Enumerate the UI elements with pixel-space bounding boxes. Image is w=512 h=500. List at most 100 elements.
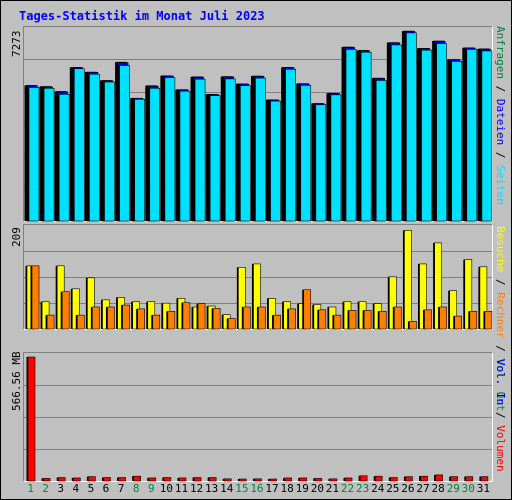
x-tick-label: 11 bbox=[174, 482, 189, 495]
bar-rechner-day3 bbox=[61, 291, 70, 330]
x-tick-label: 7 bbox=[117, 482, 125, 495]
x-tick-label: 17 bbox=[265, 482, 279, 495]
bar-volume-day19 bbox=[299, 477, 308, 482]
bar-seiten-day25 bbox=[391, 44, 402, 222]
bar-volume-day16 bbox=[254, 478, 262, 482]
legend-entry: Seiten bbox=[494, 165, 507, 205]
bar-volume-day30 bbox=[465, 476, 474, 482]
x-tick-label: 13 bbox=[205, 482, 219, 495]
x-tick-label: 18 bbox=[280, 482, 294, 495]
bar-seiten-day23 bbox=[360, 51, 372, 222]
bar-besuche-day16 bbox=[253, 263, 261, 330]
volume-chart bbox=[24, 356, 492, 482]
bar-volume-day11 bbox=[178, 477, 187, 482]
legend-entry: Dateien bbox=[494, 98, 507, 146]
x-tick-label: 21 bbox=[325, 482, 340, 495]
x-axis-labels: 1 2 3 4 5 6 7 8 9 10 11 12 13 14 15 16 17 18 19 20 21 22 23 24 2… bbox=[23, 482, 491, 496]
x-tick-label: 26 bbox=[401, 482, 415, 495]
bar-rechner-day26 bbox=[409, 321, 417, 330]
x-tick-label: 4 bbox=[72, 482, 80, 495]
bar-volume-day31 bbox=[480, 476, 489, 482]
bar-volume-day15 bbox=[239, 478, 247, 482]
legend-entry: Rechner bbox=[494, 292, 507, 339]
x-tick-label: 20 bbox=[310, 482, 324, 495]
bar-rechner-day17 bbox=[273, 314, 281, 330]
bar-seiten-day4 bbox=[73, 68, 85, 222]
x-tick-label: 27 bbox=[416, 482, 430, 495]
bar-seiten-day20 bbox=[315, 104, 327, 222]
x-tick-label: 31 bbox=[476, 482, 491, 495]
bar-volume-day13 bbox=[208, 477, 217, 482]
bar-volume-day4 bbox=[72, 477, 81, 482]
bar-rechner-day6 bbox=[107, 306, 115, 330]
bar-seiten-day26 bbox=[406, 32, 417, 222]
bar-volume-day12 bbox=[193, 477, 202, 482]
bar-rechner-day5 bbox=[92, 306, 100, 330]
legend-entry: Anfragen bbox=[494, 26, 507, 79]
plot-volume-panel bbox=[23, 352, 493, 482]
requests-chart bbox=[24, 30, 493, 222]
bar-seiten-day31 bbox=[481, 50, 493, 222]
x-tick-label: 1 bbox=[27, 482, 34, 495]
bar-seiten-day12 bbox=[194, 78, 206, 222]
bar-seiten-day10 bbox=[164, 77, 176, 222]
bar-volume-day17 bbox=[269, 478, 277, 482]
bar-volume-day1 bbox=[27, 356, 36, 482]
x-tick-label: 19 bbox=[295, 482, 309, 495]
x-tick-label: 15 bbox=[235, 482, 249, 495]
bar-seiten-day3 bbox=[58, 93, 70, 222]
bar-seiten-day6 bbox=[104, 81, 115, 222]
bar-rechner-day23 bbox=[363, 310, 372, 330]
x-tick-label: 30 bbox=[461, 482, 475, 495]
bar-rechner-day30 bbox=[469, 310, 478, 330]
bar-rechner-day28 bbox=[439, 306, 447, 330]
bar-seiten-day18 bbox=[285, 68, 296, 222]
x-tick-label: 16 bbox=[250, 482, 264, 495]
bar-seiten-day27 bbox=[421, 49, 432, 222]
bar-rechner-day9 bbox=[152, 314, 161, 330]
bar-rechner-day4 bbox=[76, 314, 85, 330]
legend-volume: Vol. In / Volumen bbox=[494, 359, 507, 472]
bar-rechner-day31 bbox=[484, 310, 493, 330]
bar-seiten-day28 bbox=[436, 43, 447, 222]
bar-rechner-day8 bbox=[137, 308, 145, 330]
visits-chart bbox=[24, 230, 493, 330]
bar-volume-day24 bbox=[374, 475, 383, 482]
bar-seiten-day30 bbox=[466, 49, 478, 222]
bar-rechner-day19 bbox=[303, 289, 312, 330]
bar-rechner-day15 bbox=[243, 306, 251, 330]
x-tick-label: 12 bbox=[189, 482, 204, 495]
legend-requests: Anfragen / Dateien / Seiten bbox=[494, 26, 507, 205]
bar-seiten-day24 bbox=[375, 80, 387, 222]
bar-seiten-day9 bbox=[149, 87, 161, 222]
bar-seiten-day8 bbox=[134, 98, 145, 222]
bar-rechner-day11 bbox=[182, 302, 191, 330]
bar-volume-day22 bbox=[344, 477, 353, 482]
bar-besuche-day26 bbox=[404, 230, 412, 330]
legend-entry: Vol. In bbox=[494, 359, 507, 406]
bar-rechner-day20 bbox=[318, 309, 327, 330]
bar-volume-day28 bbox=[435, 474, 443, 482]
bar-seiten-day1 bbox=[28, 87, 40, 222]
bar-seiten-day13 bbox=[209, 95, 221, 222]
x-tick-label: 22 bbox=[340, 482, 355, 495]
legend-entry: / bbox=[494, 272, 507, 293]
bar-rechner-day2 bbox=[46, 314, 55, 330]
bar-volume-day23 bbox=[359, 475, 368, 482]
bar-volume-day26 bbox=[405, 476, 413, 482]
x-tick-label: 23 bbox=[356, 482, 370, 495]
bar-seiten-day16 bbox=[255, 77, 266, 222]
bar-seiten-day22 bbox=[345, 49, 357, 222]
x-tick-label: 10 bbox=[159, 482, 173, 495]
bar-seiten-day2 bbox=[43, 87, 55, 222]
legend-entry: Volumen bbox=[494, 425, 507, 472]
bar-rechner-day10 bbox=[167, 310, 176, 330]
plot-requests-panel bbox=[23, 26, 493, 222]
bar-seiten-day15 bbox=[240, 85, 251, 222]
legend-entry: / bbox=[494, 78, 507, 99]
bar-seiten-day14 bbox=[224, 78, 236, 222]
bar-rechner-day14 bbox=[227, 318, 236, 330]
x-tick-label: 14 bbox=[220, 482, 234, 495]
bar-volume-day5 bbox=[88, 476, 96, 482]
